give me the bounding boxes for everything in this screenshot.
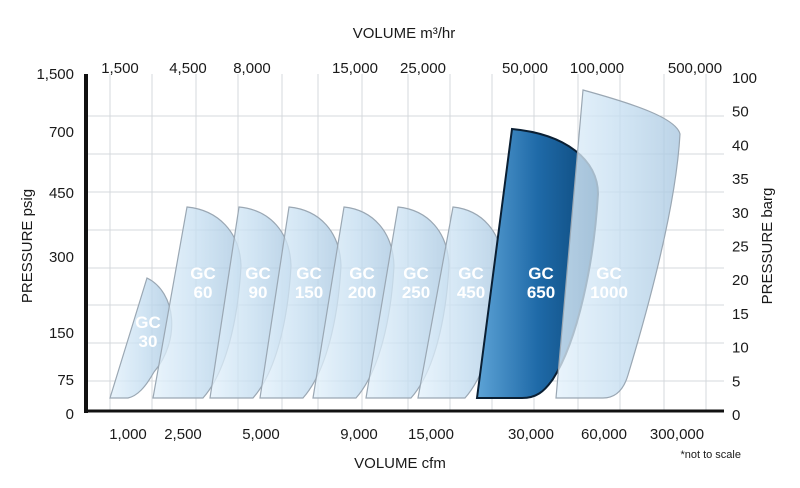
gc-1000-label-line-1: 1000 — [590, 283, 628, 302]
gc-150-label-line-1: 150 — [295, 283, 323, 302]
bottom-axis-title: VOLUME cfm — [354, 455, 446, 472]
left-tick-label: 1,500 — [36, 66, 74, 83]
top-tick-label: 1,500 — [101, 60, 139, 77]
left-tick-label: 150 — [49, 325, 74, 342]
right-tick-label: 50 — [732, 104, 749, 121]
gc-250-label-line-1: 250 — [402, 283, 430, 302]
gc-30-label-line-0: GC — [135, 313, 161, 332]
right-tick-label: 40 — [732, 137, 749, 154]
bottom-tick-label: 300,000 — [650, 426, 704, 443]
top-axis-title: VOLUME m³/hr — [353, 25, 456, 42]
bottom-tick-label: 1,000 — [109, 426, 147, 443]
bottom-tick-label: 5,000 — [242, 426, 280, 443]
gc-200-label-line-0: GC — [349, 264, 375, 283]
bottom-tick-label: 30,000 — [508, 426, 554, 443]
top-tick-label: 500,000 — [668, 60, 722, 77]
footnote: *not to scale — [680, 449, 741, 461]
right-tick-label: 20 — [732, 272, 749, 289]
right-tick-label: 15 — [732, 306, 749, 323]
gc-450-label-line-0: GC — [458, 264, 484, 283]
gc-1000-label-line-0: GC — [596, 264, 622, 283]
gc-30-label-line-1: 30 — [139, 332, 158, 351]
top-tick-label: 25,000 — [400, 60, 446, 77]
left-axis-title: PRESSURE psig — [19, 189, 36, 303]
gc-60-label-line-1: 60 — [194, 283, 213, 302]
gc-1000-envelope — [555, 89, 681, 399]
gc-200-label-line-1: 200 — [348, 283, 376, 302]
bottom-tick-label: 9,000 — [340, 426, 378, 443]
left-tick-label: 700 — [49, 124, 74, 141]
top-tick-label: 100,000 — [570, 60, 624, 77]
right-tick-label: 5 — [732, 373, 740, 390]
bottom-tick-label: 15,000 — [408, 426, 454, 443]
right-tick-label: 35 — [732, 171, 749, 188]
left-tick-label: 0 — [66, 406, 74, 423]
gc-650-label-line-1: 650 — [527, 283, 555, 302]
right-tick-label: 25 — [732, 239, 749, 256]
top-tick-label: 15,000 — [332, 60, 378, 77]
right-tick-label: 10 — [732, 340, 749, 357]
gc-450-label-line-1: 450 — [457, 283, 485, 302]
top-tick-label: 50,000 — [502, 60, 548, 77]
right-tick-label: 100 — [732, 70, 757, 87]
bottom-tick-label: 2,500 — [164, 426, 202, 443]
gc-90-label-line-1: 90 — [249, 283, 268, 302]
envelope-layer: GC30GC60GC90GC150GC200GC250GC450GC650GC1… — [109, 89, 681, 399]
right-tick-label: 0 — [732, 407, 740, 424]
gc-650-label-line-0: GC — [528, 264, 554, 283]
gc-90-label-line-0: GC — [245, 264, 271, 283]
gc-250-label-line-0: GC — [403, 264, 429, 283]
right-axis-title: PRESSURE barg — [759, 188, 776, 305]
tick-labels: 1,500 4,500 8,000 15,000 25,000 50,000 100,000… — [36, 60, 757, 443]
bottom-tick-label: 60,000 — [581, 426, 627, 443]
left-tick-label: 75 — [57, 372, 74, 389]
left-tick-label: 450 — [49, 185, 74, 202]
top-tick-label: 4,500 — [169, 60, 207, 77]
gc-150-label-line-0: GC — [296, 264, 322, 283]
gc-60-label-line-0: GC — [190, 264, 216, 283]
left-tick-label: 300 — [49, 249, 74, 266]
top-tick-label: 8,000 — [233, 60, 271, 77]
right-tick-label: 30 — [732, 205, 749, 222]
